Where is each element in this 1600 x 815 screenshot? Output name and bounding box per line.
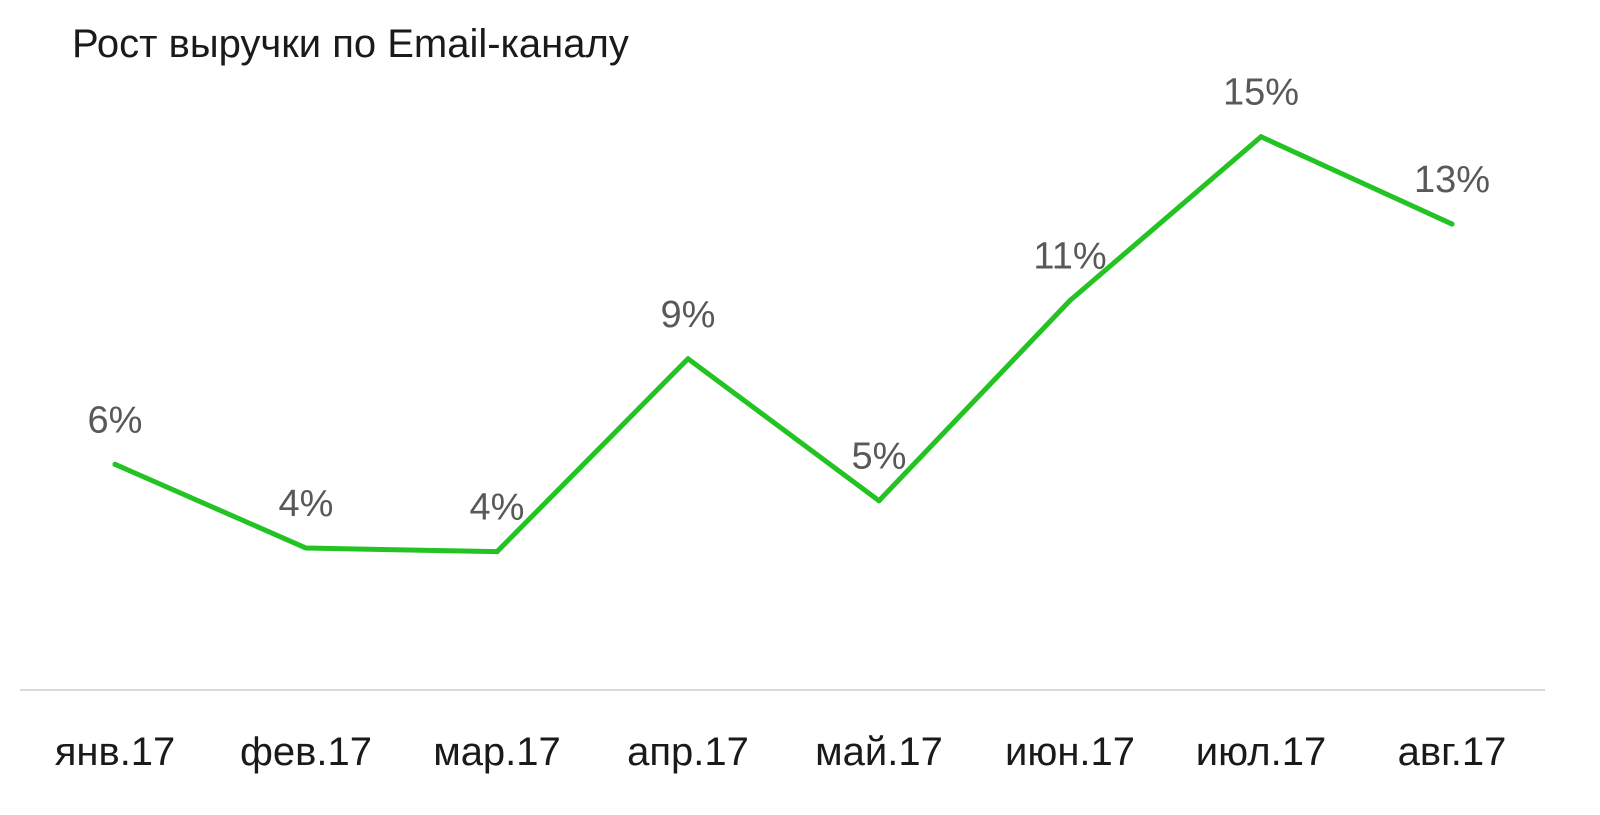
x-tick-label: июн.17 — [1005, 730, 1135, 774]
series-line — [112, 134, 1455, 555]
data-point — [112, 461, 118, 467]
data-point — [494, 549, 500, 555]
data-point — [1449, 221, 1455, 227]
data-label: 9% — [661, 294, 716, 336]
x-tick-label: апр.17 — [627, 730, 749, 774]
x-tick-label: янв.17 — [55, 730, 176, 774]
data-point — [303, 545, 309, 551]
data-point — [1258, 134, 1264, 140]
data-label: 4% — [279, 483, 334, 525]
data-point — [1067, 298, 1073, 304]
chart-title: Рост выручки по Email-каналу — [72, 22, 629, 66]
data-point — [876, 498, 882, 504]
x-tick-label: май.17 — [815, 730, 943, 774]
x-tick-label: мар.17 — [433, 730, 561, 774]
data-label: 15% — [1223, 72, 1299, 114]
data-label: 5% — [852, 436, 907, 478]
x-tick-label: фев.17 — [240, 730, 372, 774]
data-label: 6% — [88, 399, 143, 441]
data-label: 11% — [1033, 236, 1106, 278]
x-tick-label: авг.17 — [1398, 730, 1507, 774]
data-label: 4% — [470, 487, 525, 529]
data-label: 13% — [1414, 159, 1490, 201]
data-point — [685, 356, 691, 362]
x-tick-label: июл.17 — [1196, 730, 1326, 774]
